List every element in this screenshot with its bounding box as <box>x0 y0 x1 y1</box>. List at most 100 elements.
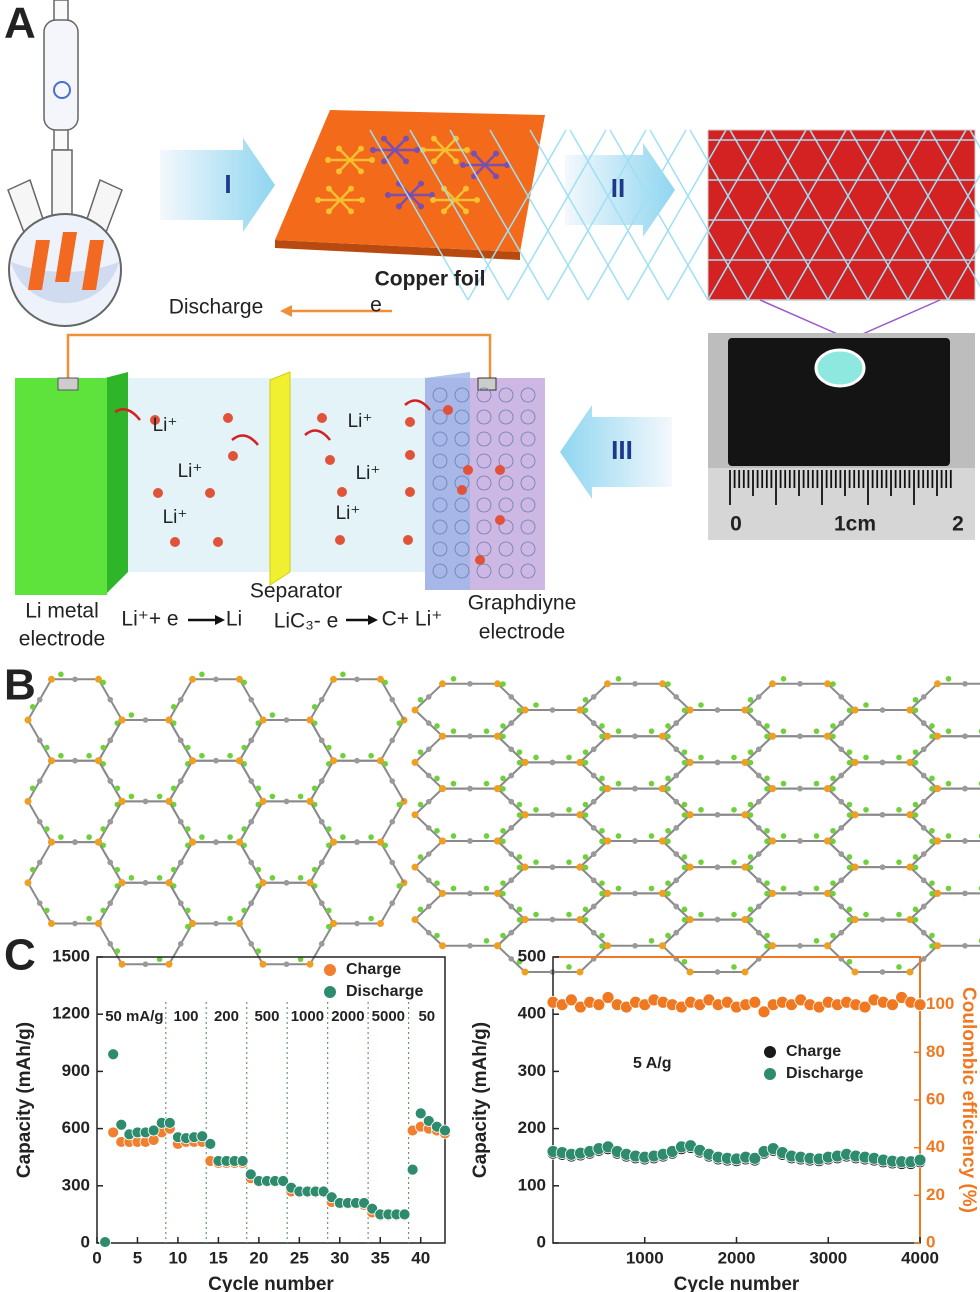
carbon-atom <box>920 694 927 700</box>
green-atom <box>780 676 787 682</box>
mesh-node <box>476 453 492 469</box>
ion-path <box>114 408 141 421</box>
carbon-atom <box>755 929 762 936</box>
green-atom <box>582 759 589 766</box>
molecule-atom <box>493 150 499 157</box>
molecule-atom <box>460 162 466 168</box>
green-atom <box>170 704 177 710</box>
green-atom <box>516 812 523 818</box>
panel-label: C <box>4 931 36 980</box>
mesh-node <box>454 387 470 403</box>
carbon-atom <box>508 851 515 857</box>
orange-atom <box>824 942 831 950</box>
orange-atom <box>259 797 267 805</box>
mesh-node <box>498 409 514 425</box>
carbon-atom <box>590 720 597 726</box>
carbon-atom <box>36 696 43 703</box>
mesh-node <box>520 497 536 513</box>
orange-atom <box>851 811 859 819</box>
orange-atom <box>118 797 126 805</box>
orange-atom <box>934 732 941 740</box>
copper-foil-label: Copper foil <box>375 268 486 291</box>
carbon-atom <box>962 733 968 739</box>
carbon-atom <box>508 746 515 753</box>
li-ion <box>223 413 233 423</box>
legend-label: Discharge <box>786 1065 863 1082</box>
legend-label: Discharge <box>346 983 423 1000</box>
legend-label: Charge <box>786 1043 841 1060</box>
green-atom <box>665 880 671 886</box>
mesh-node <box>520 431 536 447</box>
li-ion <box>337 487 347 497</box>
green-atom <box>747 854 754 860</box>
data-point <box>115 1118 128 1131</box>
green-atom <box>44 744 50 751</box>
green-atom <box>227 834 233 840</box>
mesh-node <box>498 519 514 535</box>
orange-atom <box>411 706 419 714</box>
green-atom <box>255 866 262 873</box>
green-atom <box>681 958 688 965</box>
green-atom <box>648 780 655 787</box>
green-atom <box>912 906 919 913</box>
green-atom <box>434 827 440 834</box>
mesh-node <box>432 541 448 557</box>
green-atom <box>912 749 919 755</box>
molecule-atom <box>493 173 499 180</box>
green-atom <box>599 932 605 939</box>
carbon-atom <box>72 839 78 845</box>
carbon-atom <box>248 778 255 784</box>
carbon-atom <box>920 772 927 779</box>
data-point <box>422 1115 435 1127</box>
orange-atom <box>24 716 32 724</box>
green-atom <box>582 749 589 755</box>
green-atom <box>326 907 332 914</box>
green-atom <box>912 707 919 714</box>
green-atom <box>128 875 135 881</box>
green-atom <box>340 671 346 678</box>
carbon-atom <box>213 676 219 683</box>
orange-atom <box>494 889 501 897</box>
li-ion <box>153 488 163 498</box>
li-ion <box>170 537 180 547</box>
mesh-node <box>498 431 514 447</box>
green-atom <box>516 906 523 913</box>
electrode-label: electrode <box>19 628 105 651</box>
carbon-atom <box>389 737 396 744</box>
molecule-atom <box>385 192 391 198</box>
orange-atom <box>934 680 941 688</box>
green-atom <box>533 702 539 708</box>
carbon-atom <box>920 825 927 831</box>
mesh-node <box>476 563 492 579</box>
green-atom <box>199 834 205 840</box>
process-arrow <box>560 405 672 499</box>
carbon-atom <box>142 880 149 886</box>
green-atom <box>830 838 836 845</box>
lattice-line <box>529 129 629 301</box>
green-atom <box>747 707 754 714</box>
carbon-atom <box>879 969 886 975</box>
orange-atom <box>686 758 694 766</box>
green-atom <box>100 907 106 914</box>
droplet <box>814 348 866 388</box>
carbon-atom <box>962 681 968 687</box>
green-atom <box>297 875 304 881</box>
green-atom <box>830 880 836 886</box>
green-atom <box>681 759 688 766</box>
green-atom <box>582 707 589 714</box>
carbon-atom <box>838 877 845 884</box>
green-atom <box>500 932 506 939</box>
ruler-label: 2 <box>952 513 964 536</box>
mesh-node <box>520 563 536 579</box>
molecule-atom <box>325 157 331 163</box>
carbon-atom <box>248 900 255 906</box>
orange-atom <box>189 757 196 765</box>
data-point <box>325 1191 338 1204</box>
carbon-atom <box>425 903 432 910</box>
li-ion <box>325 455 335 465</box>
rate-label: 1000 <box>291 1008 324 1025</box>
green-atom <box>199 752 205 759</box>
carbon-atom <box>797 785 803 792</box>
green-atom <box>450 780 457 787</box>
data-point <box>886 998 899 1012</box>
